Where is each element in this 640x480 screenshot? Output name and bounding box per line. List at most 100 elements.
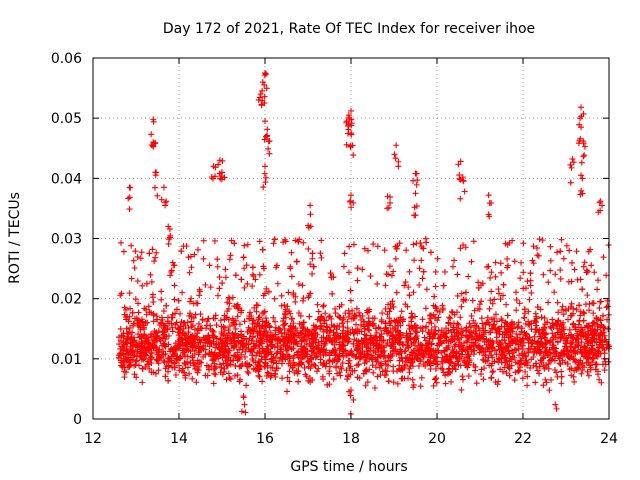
data-point — [158, 196, 165, 203]
data-point — [221, 365, 228, 372]
data-point — [565, 354, 572, 361]
data-point — [130, 322, 137, 329]
data-point — [590, 300, 597, 307]
data-point — [359, 266, 366, 273]
data-point — [521, 314, 528, 321]
data-point — [346, 365, 353, 372]
data-point — [249, 320, 256, 327]
y-axis-label: ROTI / TECUs — [7, 192, 23, 284]
data-point — [325, 332, 332, 339]
data-point — [159, 316, 166, 323]
data-point — [417, 239, 424, 246]
data-point — [365, 326, 372, 333]
data-point — [549, 330, 556, 337]
data-point — [403, 247, 410, 254]
data-point — [213, 322, 220, 329]
data-point — [502, 240, 509, 247]
data-point — [448, 378, 455, 385]
data-point — [581, 152, 588, 159]
data-point — [137, 326, 144, 333]
data-point — [186, 298, 193, 305]
data-point — [218, 323, 225, 330]
data-point — [478, 315, 485, 322]
data-point — [600, 254, 607, 261]
data-point — [269, 355, 276, 362]
data-point — [482, 321, 489, 328]
y-tick-label: 0.01 — [51, 352, 82, 368]
data-point — [448, 308, 455, 315]
data-point — [198, 359, 205, 366]
data-point — [390, 341, 397, 348]
data-point — [419, 316, 426, 323]
data-point — [241, 353, 248, 360]
data-point — [165, 377, 172, 384]
data-point — [137, 352, 144, 359]
data-point — [292, 298, 299, 305]
data-point — [253, 308, 260, 315]
data-point — [578, 324, 585, 331]
data-point — [558, 350, 565, 357]
data-point — [145, 346, 152, 353]
data-point — [522, 285, 529, 292]
data-point — [501, 336, 508, 343]
data-point — [161, 340, 168, 347]
data-point — [583, 351, 590, 358]
data-point — [458, 303, 465, 310]
data-point — [434, 354, 441, 361]
data-point — [319, 373, 326, 380]
data-points — [115, 70, 612, 417]
data-point — [597, 316, 604, 323]
data-point — [340, 314, 347, 321]
data-point — [309, 250, 316, 257]
data-point — [391, 334, 398, 341]
data-point — [255, 363, 262, 370]
data-point — [573, 248, 580, 255]
data-point — [430, 382, 437, 389]
data-point — [432, 283, 439, 290]
data-point — [176, 329, 183, 336]
x-tick-label: 16 — [256, 431, 274, 447]
data-point — [264, 362, 271, 369]
data-point — [147, 345, 154, 352]
data-point — [365, 351, 372, 358]
data-point — [258, 353, 265, 360]
data-point — [165, 354, 172, 361]
data-point — [534, 367, 541, 374]
data-point — [226, 374, 233, 381]
data-point — [225, 294, 232, 301]
data-point — [326, 370, 333, 377]
data-point — [160, 308, 167, 315]
data-point — [450, 348, 457, 355]
data-point — [513, 347, 520, 354]
data-point — [383, 328, 390, 335]
data-point — [342, 310, 349, 317]
data-point — [490, 322, 497, 329]
data-point — [405, 357, 412, 364]
data-point — [232, 353, 239, 360]
data-point — [601, 350, 608, 357]
data-point — [558, 236, 565, 243]
data-point — [563, 307, 570, 314]
data-point — [565, 316, 572, 323]
data-point — [224, 314, 231, 321]
data-point — [348, 192, 354, 199]
data-point — [165, 341, 172, 348]
data-point — [466, 320, 473, 327]
data-point — [590, 320, 597, 327]
data-point — [354, 265, 361, 272]
data-point — [259, 345, 266, 352]
data-point — [387, 301, 394, 308]
data-point — [575, 336, 582, 343]
data-point — [275, 365, 282, 372]
data-point — [258, 340, 265, 347]
data-point — [320, 302, 327, 309]
data-point — [269, 336, 276, 343]
data-point — [162, 350, 169, 357]
data-point — [305, 377, 312, 384]
data-point — [462, 332, 469, 339]
data-point — [222, 266, 229, 273]
data-point — [465, 334, 472, 341]
data-point — [120, 359, 127, 366]
data-point — [439, 366, 446, 373]
data-point — [123, 369, 130, 376]
